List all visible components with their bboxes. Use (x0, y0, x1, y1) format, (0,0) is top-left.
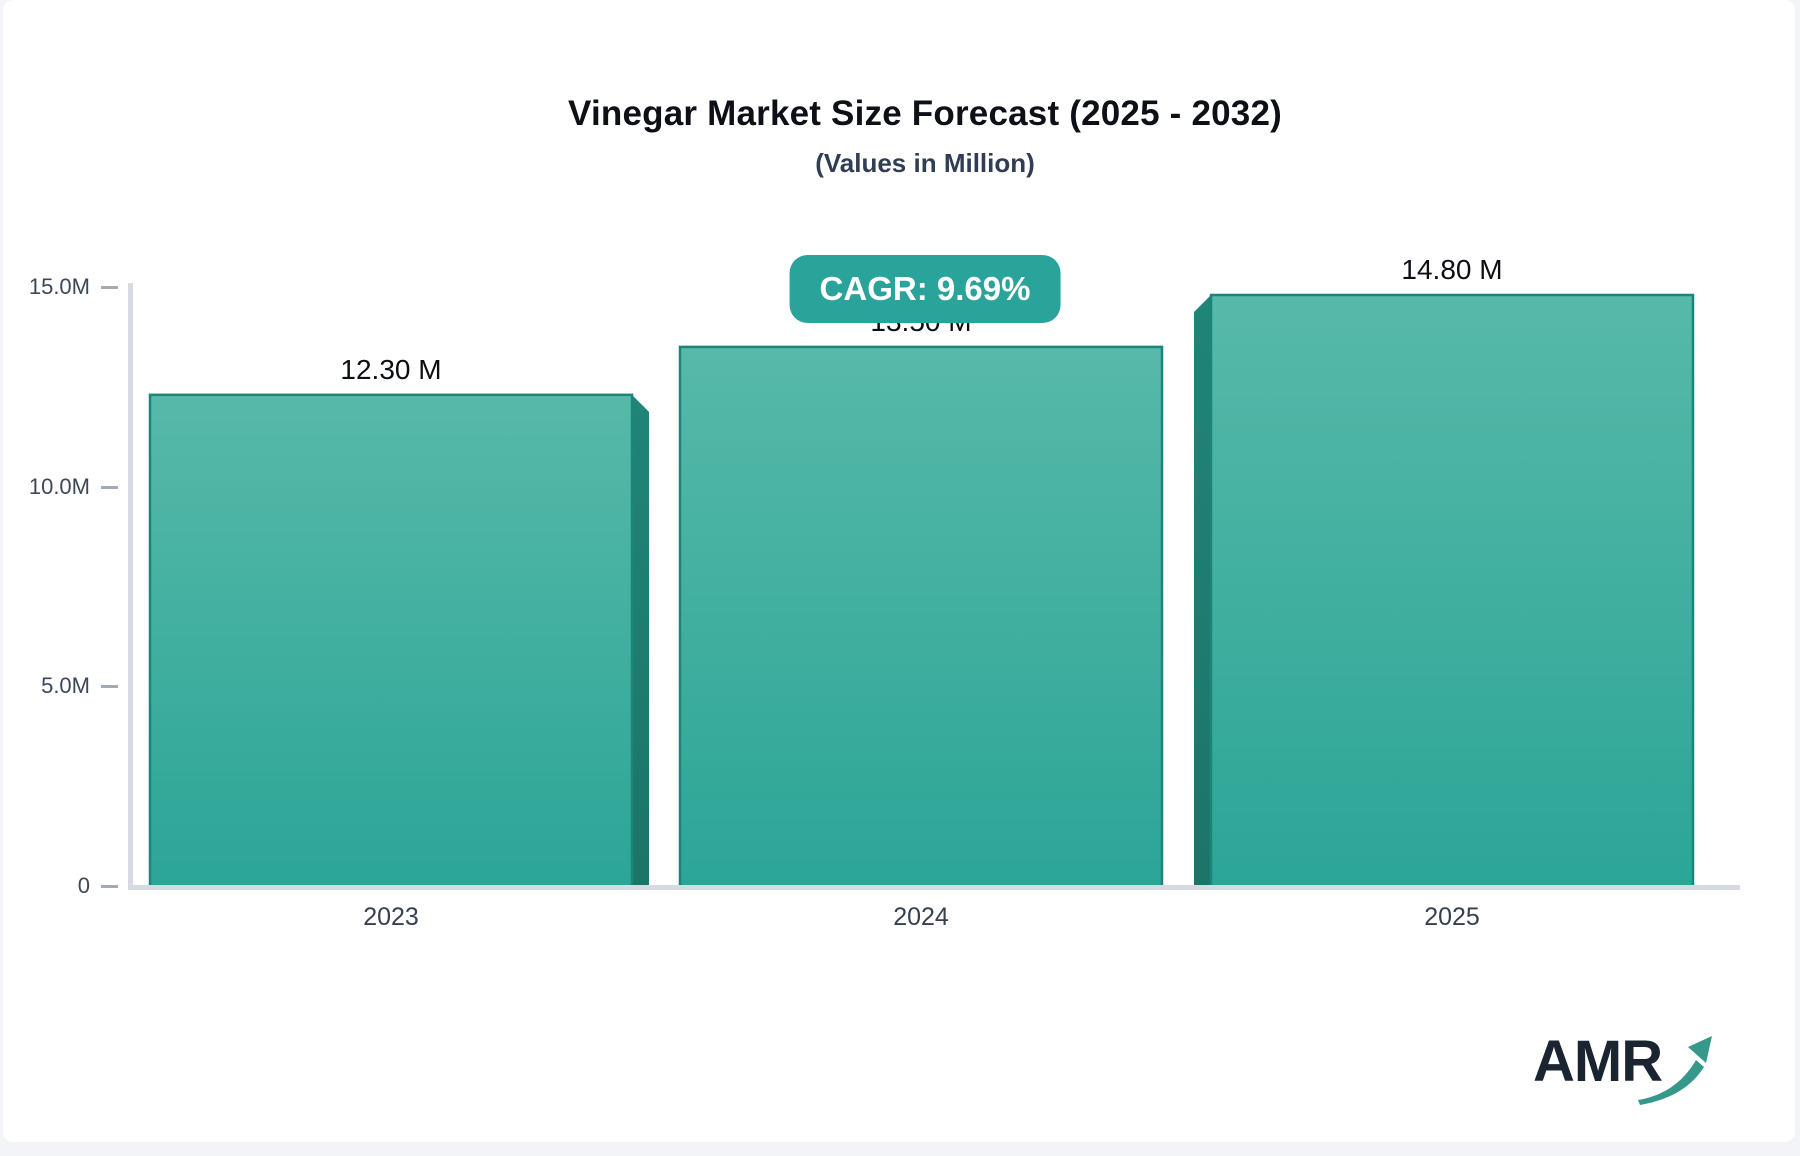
y-axis-tick-mark (101, 885, 118, 888)
bar-2023 (148, 393, 634, 890)
y-axis-tick-label: 5.0M (41, 673, 90, 699)
y-axis-tick-mark (101, 685, 118, 689)
bar-side-facet-2025 (1194, 294, 1211, 888)
y-axis-line (128, 283, 133, 889)
amr-logo-text: AMR (1533, 1029, 1663, 1094)
cagr-badge: CAGR: 9.69% (789, 255, 1061, 323)
chart-subtitle: (Values in Million) (815, 148, 1035, 178)
y-axis-tick-label: 0 (77, 873, 90, 898)
amr-logo: AMR (1533, 1032, 1718, 1110)
x-axis-category-label: 2024 (893, 903, 949, 931)
y-axis-tick-mark (101, 286, 118, 289)
y-axis-tick-mark (101, 485, 118, 489)
growth-arrow-icon (1638, 1036, 1712, 1105)
chart-title: Vinegar Market Size Forecast (2025 - 203… (568, 94, 1282, 133)
y-axis-tick-label: 10.0M (28, 473, 90, 499)
y-axis-tick-label: 15.0M (28, 274, 90, 299)
x-axis-line (128, 885, 1740, 890)
bar-2024 (678, 345, 1164, 890)
x-axis-category-label: 2025 (1424, 903, 1480, 931)
bar-value-label: 14.80 M (1401, 253, 1503, 285)
bar-2025 (1209, 293, 1695, 890)
bar-value-label: 12.30 M (340, 353, 442, 385)
x-axis-category-label: 2023 (363, 903, 419, 931)
bar-side-facet-2023 (632, 394, 649, 888)
